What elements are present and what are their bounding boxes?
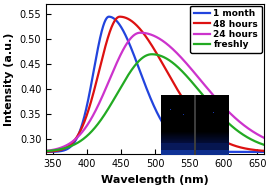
freshly [216, 112, 220, 114]
24 hours [56, 148, 59, 150]
24 hours [263, 137, 266, 139]
48 hours [118, 15, 121, 18]
Line: 24 hours: 24 hours [46, 33, 264, 151]
Line: freshly: freshly [46, 54, 264, 151]
freshly [256, 141, 260, 144]
48 hours [56, 149, 59, 152]
freshly [145, 54, 148, 57]
24 hours [45, 150, 48, 152]
Line: 48 hours: 48 hours [46, 17, 264, 152]
48 hours [256, 149, 259, 151]
freshly [151, 53, 154, 55]
Line: 1 month: 1 month [46, 17, 264, 152]
48 hours [263, 150, 266, 152]
freshly [263, 144, 266, 146]
1 month [263, 151, 266, 153]
24 hours [256, 133, 259, 136]
freshly [256, 141, 259, 144]
48 hours [145, 36, 148, 39]
freshly [56, 149, 59, 151]
24 hours [138, 32, 142, 34]
48 hours [45, 151, 48, 153]
24 hours [256, 133, 260, 136]
1 month [107, 15, 111, 18]
freshly [150, 53, 153, 55]
1 month [151, 101, 154, 104]
48 hours [151, 45, 154, 47]
48 hours [256, 149, 260, 151]
X-axis label: Wavelength (nm): Wavelength (nm) [101, 175, 209, 185]
1 month [216, 150, 220, 153]
freshly [45, 150, 48, 152]
1 month [45, 151, 48, 153]
24 hours [216, 99, 220, 102]
Y-axis label: Intensity (a.u.): Intensity (a.u.) [4, 33, 14, 126]
24 hours [151, 34, 154, 36]
1 month [56, 150, 59, 153]
Legend: 1 month, 48 hours, 24 hours, freshly: 1 month, 48 hours, 24 hours, freshly [190, 6, 262, 53]
1 month [256, 151, 260, 153]
48 hours [216, 136, 220, 139]
24 hours [145, 32, 148, 35]
1 month [256, 151, 259, 153]
1 month [145, 87, 148, 89]
